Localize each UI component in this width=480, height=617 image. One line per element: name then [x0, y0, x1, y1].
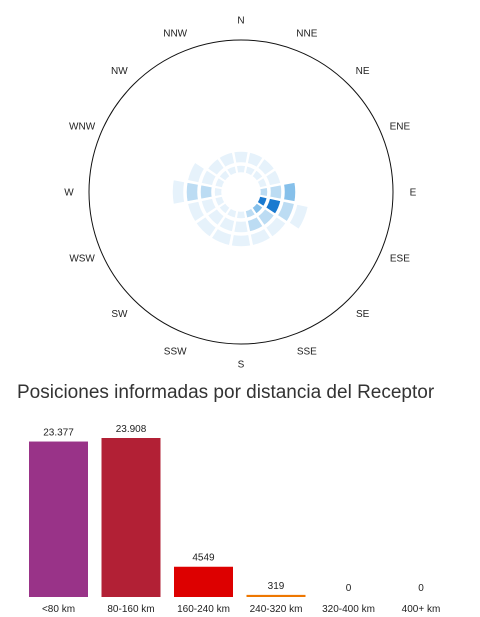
- distance-bar-chart: 23.377 <80 km 23.908 80-160 km 4549 160-240 k…: [29, 424, 441, 615]
- direction-label-se: SE: [356, 309, 370, 320]
- rose-segment-w-2: [185, 181, 200, 203]
- direction-label-wnw: WNW: [69, 122, 96, 133]
- rose-segment-sse-2: [249, 227, 272, 247]
- bar-value-label-1: 23.908: [116, 424, 147, 435]
- rose-segment-n-1: [232, 150, 250, 165]
- rose-segment-e-0: [258, 186, 269, 198]
- rose-segment-e-1: [268, 183, 283, 201]
- bar-category-label-5: 400+ km: [402, 604, 441, 615]
- rose-segment-wnw-2: [186, 161, 206, 184]
- direction-label-wsw: WSW: [69, 253, 95, 264]
- bar-value-label-4: 0: [346, 583, 352, 594]
- rose-segment-w-1: [199, 183, 214, 201]
- direction-label-e: E: [410, 188, 417, 199]
- bar-value-label-5: 0: [418, 583, 424, 594]
- rose-segment-sse-1: [246, 215, 265, 233]
- bar-value-label-2: 4549: [192, 553, 215, 564]
- direction-label-ene: ENE: [390, 122, 411, 133]
- bar-category-label-2: 160-240 km: [177, 604, 230, 615]
- rose-segment-ese-3: [287, 202, 310, 231]
- bar-category-label-1: 80-160 km: [107, 604, 154, 615]
- rose-segment-nne-1: [246, 151, 265, 169]
- rose-segment-wsw-1: [200, 197, 218, 216]
- bar-0: [29, 441, 88, 597]
- rose-segment-nw-1: [206, 157, 226, 177]
- direction-label-ese: ESE: [390, 253, 410, 264]
- rose-segment-se-2: [264, 215, 288, 239]
- rose-segment-s-0: [235, 209, 247, 220]
- direction-label-ssw: SSW: [164, 346, 187, 357]
- direction-label-nw: NW: [111, 66, 128, 77]
- rose-segment-ese-1: [264, 197, 282, 216]
- direction-label-nne: NNE: [296, 29, 317, 40]
- wind-rose-chart: N NNE NE ENE E ESE SE SSE S SSW SW WSW W WNW NW NNW: [64, 16, 417, 371]
- bar-category-label-4: 320-400 km: [322, 604, 375, 615]
- rose-segment-nnw-1: [217, 151, 236, 169]
- direction-label-s: S: [238, 360, 245, 371]
- bar-category-label-0: <80 km: [42, 604, 75, 615]
- rose-segment-se-1: [256, 207, 276, 227]
- bar-3: [246, 594, 306, 597]
- rose-segment-wsw-2: [186, 200, 206, 223]
- rose-segment-w-3: [171, 178, 186, 206]
- rose-segment-ssw-2: [210, 227, 233, 247]
- rose-segment-nnw-0: [225, 164, 238, 178]
- bar-2: [174, 566, 233, 597]
- rose-segment-w-0: [213, 186, 224, 198]
- rose-segment-n-0: [235, 164, 247, 175]
- direction-label-n: N: [237, 16, 244, 27]
- chart-title: Posiciones informadas por distancia del …: [17, 382, 435, 403]
- direction-label-ne: NE: [356, 66, 370, 77]
- direction-label-sw: SW: [111, 309, 128, 320]
- direction-label-nnw: NNW: [163, 29, 187, 40]
- bar-category-label-3: 240-320 km: [250, 604, 303, 615]
- bar-1: [101, 438, 161, 597]
- rose-segment-s-2: [230, 233, 252, 248]
- rose-segment-ene-1: [264, 168, 282, 187]
- direction-label-sse: SSE: [297, 346, 317, 357]
- rose-segment-ssw-1: [217, 215, 236, 233]
- rose-segment-ne-1: [256, 157, 276, 177]
- rose-segment-sw-1: [206, 207, 226, 227]
- rose-segment-ese-2: [276, 200, 296, 223]
- bar-value-label-3: 319: [268, 581, 285, 592]
- rose-outer-circle: [88, 39, 394, 345]
- rose-segment-s-1: [232, 219, 250, 234]
- rose-segment-e-2: [282, 181, 297, 203]
- bar-value-label-0: 23.377: [43, 428, 74, 439]
- rose-segment-wnw-1: [200, 168, 218, 187]
- direction-label-w: W: [64, 188, 74, 199]
- rose-segment-sw-2: [194, 215, 218, 239]
